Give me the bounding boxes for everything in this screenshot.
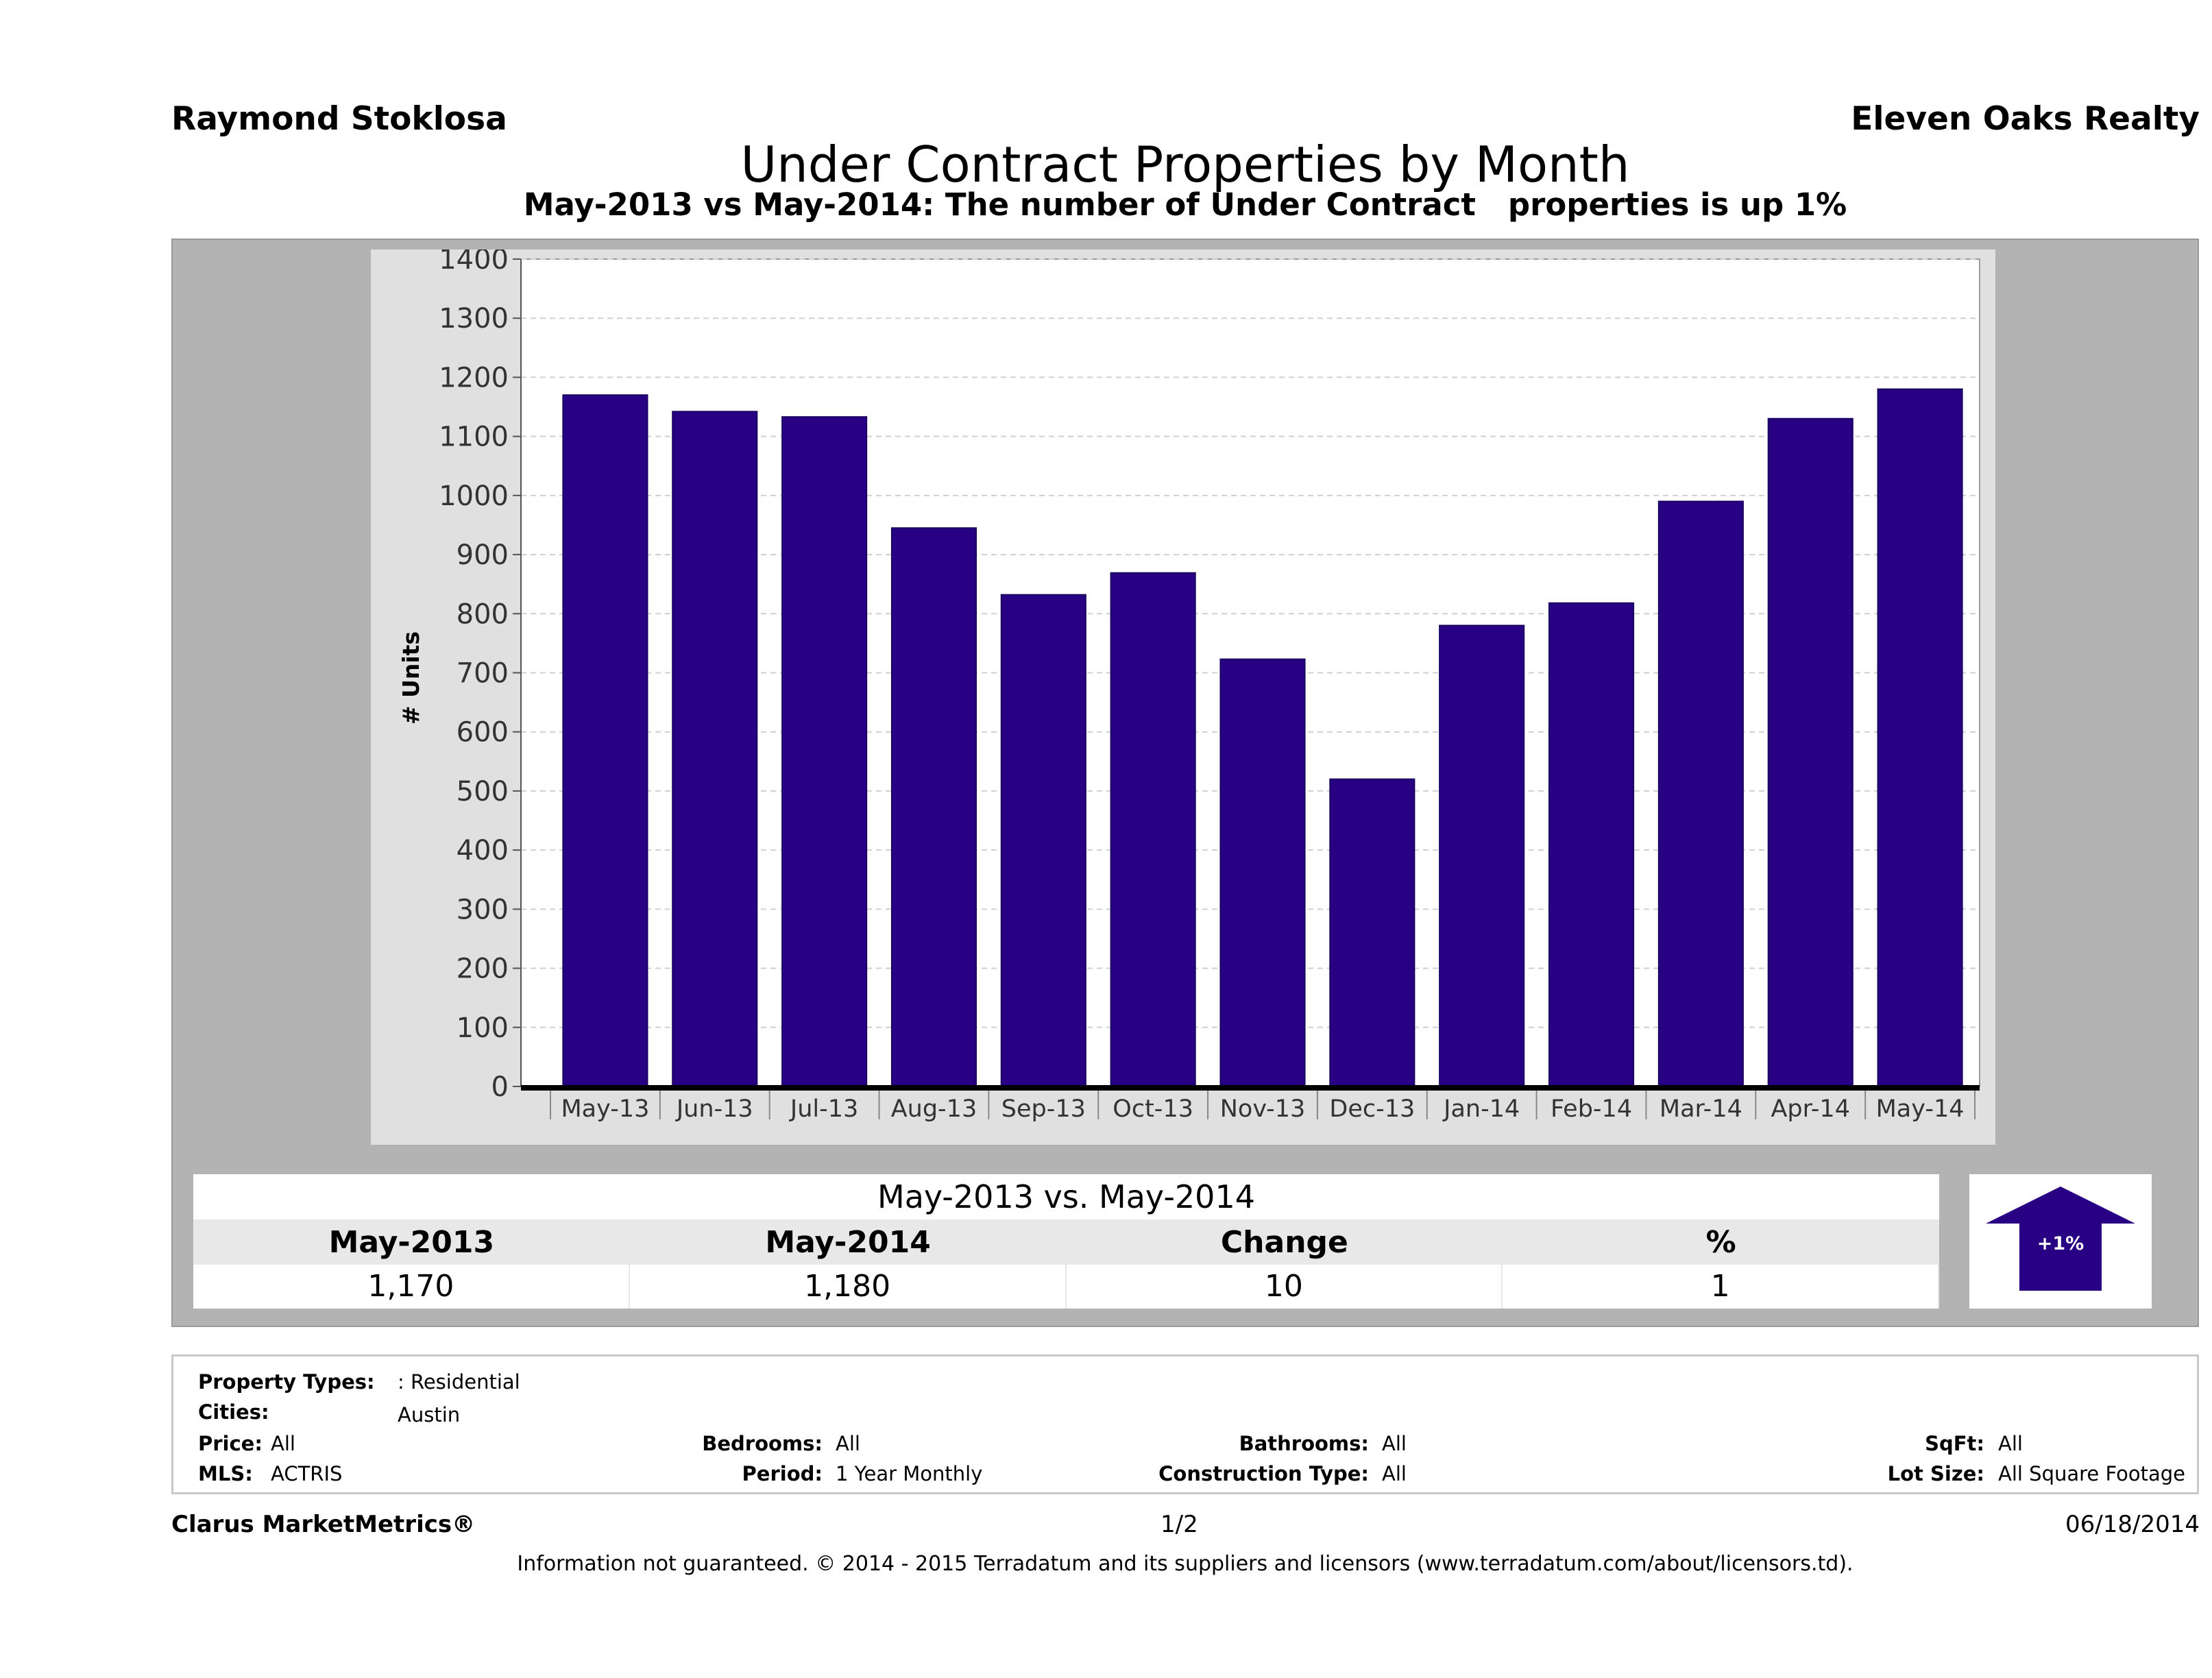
x-tick-label: Mar-14 [1660, 1095, 1742, 1123]
summary-value-change: 10 [1067, 1265, 1503, 1309]
chart-subtitle: May-2013 vs May-2014: The number of Unde… [523, 186, 1847, 223]
bar-sep-13 [1000, 594, 1086, 1087]
y-tick-label: 800 [457, 598, 509, 630]
agent-name: Raymond Stoklosa [171, 100, 507, 138]
page-number: 1/2 [1160, 1511, 1198, 1538]
summary-header-may-2014: May-2014 [765, 1225, 931, 1260]
lot-size-label: Lot Size: [1887, 1462, 1984, 1485]
construction-type-value: All [1382, 1462, 1407, 1485]
x-tick-label: Jun-13 [675, 1095, 753, 1123]
sqft-label: SqFt: [1925, 1432, 1984, 1455]
x-tick-label: Aug-13 [891, 1095, 977, 1123]
report-date: 06/18/2014 [2065, 1511, 2200, 1538]
cities-value: Austin [398, 1403, 461, 1426]
bar-jun-13 [672, 411, 758, 1087]
change-badge-box: +1% [1969, 1174, 2152, 1309]
property-types-label: Property Types: [198, 1370, 375, 1394]
bar-apr-14 [1767, 417, 1854, 1087]
up-arrow-icon: +1% [1986, 1187, 2135, 1291]
y-tick-label: 1200 [439, 362, 509, 393]
x-tick-label: Jan-14 [1442, 1095, 1520, 1123]
y-tick-label: 900 [457, 539, 509, 571]
summary-header-may-2013: May-2013 [328, 1225, 495, 1260]
bar-jul-13 [781, 416, 868, 1087]
summary-title: May-2013 vs. May-2014 [877, 1178, 1255, 1215]
y-tick-label: 1300 [439, 303, 509, 335]
property-types-value: : Residential [398, 1370, 520, 1394]
y-tick-label: 700 [457, 658, 509, 690]
y-tick-label: 1000 [439, 481, 509, 512]
summary-header-row: May-2013 May-2014 Change % [193, 1219, 1939, 1265]
x-tick-label: Nov-13 [1220, 1095, 1306, 1123]
x-tick-label: Oct-13 [1113, 1095, 1193, 1123]
change-badge-label: +1% [2037, 1233, 2084, 1254]
cities-label: Cities: [198, 1400, 269, 1424]
x-tick-label: Dec-13 [1329, 1095, 1415, 1123]
y-tick-label: 0 [491, 1071, 509, 1103]
filter-criteria-box: Property Types: : Residential Cities: Au… [171, 1354, 2199, 1494]
bathrooms-value: All [1382, 1432, 1407, 1455]
disclaimer: Information not guaranteed. © 2014 - 201… [517, 1552, 1854, 1576]
bar-chart: 0 100 200 300 400 500 600 700 800 900 1000 1100 1200… [371, 250, 1995, 1145]
x-tick-label: May-14 [1876, 1095, 1965, 1123]
chart-title: Under Contract Properties by Month [740, 136, 1630, 193]
bar-nov-13 [1219, 658, 1306, 1087]
summary-value-may-2014: 1,180 [630, 1265, 1067, 1309]
price-value: All [271, 1432, 295, 1455]
price-label: Price: [198, 1432, 263, 1455]
summary-value-percent: 1 [1503, 1265, 1939, 1309]
period-value: 1 Year Monthly [836, 1462, 983, 1485]
bar-feb-14 [1548, 602, 1635, 1087]
footer-brand: Clarus MarketMetrics® [171, 1511, 476, 1538]
y-tick-label: 100 [457, 1012, 509, 1044]
sqft-value: All [1998, 1432, 2023, 1455]
bar-dec-13 [1329, 778, 1415, 1088]
x-axis-line [521, 1085, 1980, 1091]
bar-may-14 [1877, 388, 1963, 1087]
bathrooms-label: Bathrooms: [1239, 1432, 1369, 1455]
bedrooms-value: All [836, 1432, 860, 1455]
bar-oct-13 [1110, 572, 1196, 1087]
bar-jan-14 [1439, 624, 1525, 1087]
bedrooms-label: Bedrooms: [702, 1432, 823, 1455]
y-tick-label: 1400 [439, 250, 509, 276]
comparison-summary: May-2013 vs. May-2014 May-2013 May-2014 … [193, 1174, 1939, 1309]
y-tick-label: 300 [457, 894, 509, 925]
summary-value-may-2013: 1,170 [193, 1265, 630, 1309]
y-tick-label: 200 [457, 953, 509, 985]
mls-label: MLS: [198, 1462, 253, 1485]
summary-header-percent: % [1705, 1225, 1736, 1260]
mls-value: ACTRIS [271, 1462, 343, 1485]
y-axis-label: # Units [398, 631, 424, 725]
summary-title-row: May-2013 vs. May-2014 [193, 1174, 1939, 1219]
bar-aug-13 [890, 527, 977, 1087]
bar-may-13 [562, 394, 648, 1088]
lot-size-value: All Square Footage [1998, 1462, 2186, 1485]
construction-type-label: Construction Type: [1158, 1462, 1369, 1485]
x-tick-label: Sep-13 [1001, 1095, 1086, 1123]
x-tick-label: Feb-14 [1551, 1095, 1632, 1123]
company-name: Eleven Oaks Realty [1851, 100, 2200, 138]
y-tick-label: 400 [457, 835, 509, 866]
summary-value-row: 1,170 1,180 10 1 [193, 1265, 1939, 1309]
x-tick-label: Apr-14 [1771, 1095, 1849, 1123]
x-tick-label: Jul-13 [789, 1095, 858, 1123]
y-tick-label: 500 [457, 776, 509, 807]
y-tick-label: 600 [457, 717, 509, 749]
y-tick-label: 1100 [439, 422, 509, 453]
x-tick-label: May-13 [561, 1095, 649, 1123]
bar-mar-14 [1657, 500, 1744, 1087]
summary-header-change: Change [1220, 1225, 1348, 1260]
period-label: Period: [742, 1462, 823, 1485]
